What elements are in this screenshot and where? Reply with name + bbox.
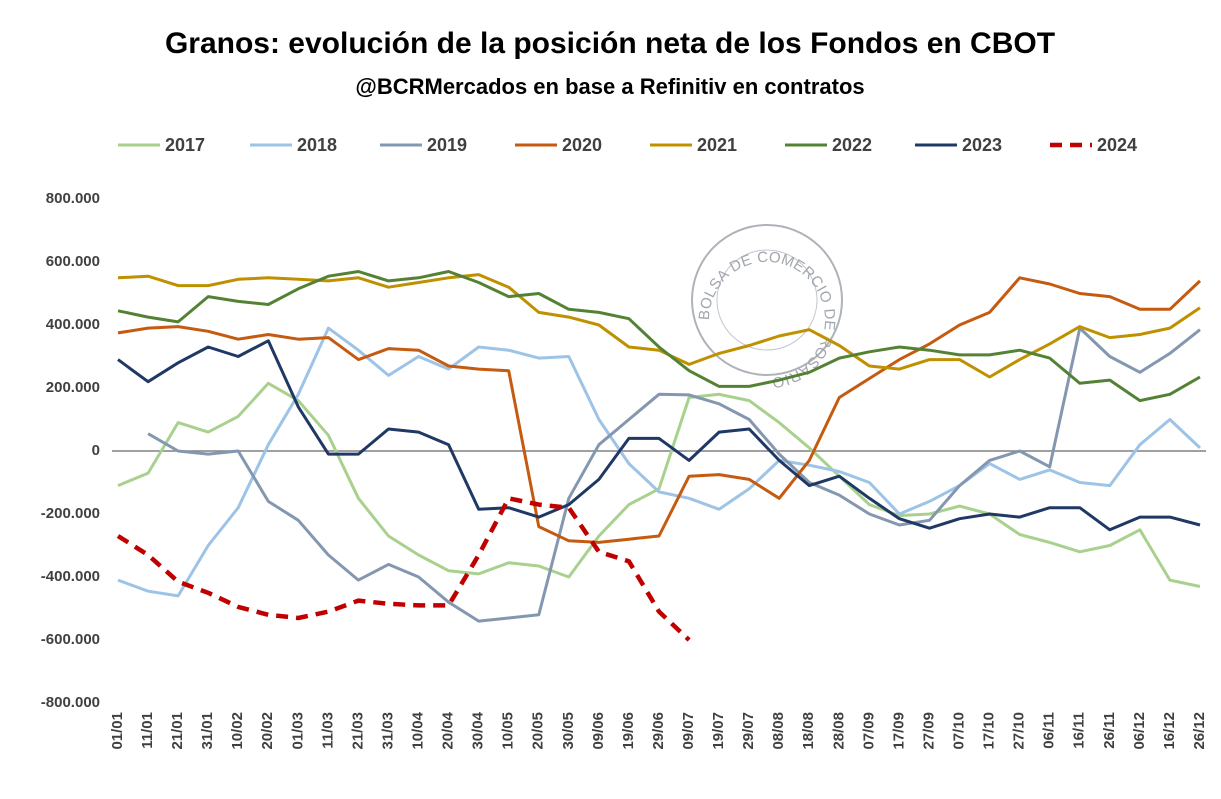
series-line — [117, 270, 1201, 403]
x-tick-label: 29/06 — [650, 712, 667, 750]
x-tick-label: 20/04 — [440, 711, 457, 749]
x-tick-label: 10/04 — [410, 711, 427, 749]
legend-label: 2017 — [165, 135, 205, 155]
x-tick-label: 10/02 — [229, 712, 246, 750]
x-tick-label: 08/08 — [770, 712, 787, 750]
x-tick-label: 18/08 — [800, 712, 817, 750]
x-tick-label: 10/05 — [500, 712, 517, 750]
x-tick-label: 20/02 — [259, 712, 276, 750]
chart-title: Granos: evolución de la posición neta de… — [165, 27, 1055, 60]
x-tick-label: 06/11 — [1041, 712, 1058, 749]
series-line — [117, 276, 1202, 544]
legend-label: 2023 — [962, 135, 1002, 155]
x-tick-label: 30/05 — [560, 712, 577, 750]
legend-label: 2024 — [1097, 135, 1137, 155]
x-tick-label: 09/06 — [590, 712, 607, 750]
series-line — [117, 273, 1201, 379]
y-tick-label: 600.000 — [46, 253, 100, 270]
x-tick-label: 21/03 — [349, 712, 366, 750]
x-tick-label: 16/12 — [1161, 712, 1178, 750]
x-tick-label: 31/03 — [379, 712, 396, 750]
x-tick-label: 26/12 — [1191, 712, 1208, 750]
series-line — [117, 381, 1201, 588]
x-tick-label: 19/07 — [710, 712, 727, 750]
x-tick-label: 01/03 — [289, 712, 306, 750]
y-tick-label: -200.000 — [41, 505, 100, 522]
x-tick-label: 30/04 — [470, 711, 487, 749]
x-tick-label: 19/06 — [620, 712, 637, 750]
y-tick-label: 800.000 — [46, 190, 100, 207]
x-tick-label: 31/01 — [199, 712, 216, 750]
legend-label: 2019 — [427, 135, 467, 155]
seal-inner — [716, 249, 818, 351]
y-tick-label: 400.000 — [46, 316, 100, 333]
legend-label: 2018 — [297, 135, 337, 155]
x-tick-label: 17/09 — [890, 712, 907, 750]
x-tick-label: 26/11 — [1101, 712, 1118, 749]
x-tick-label: 27/10 — [1011, 712, 1028, 750]
y-tick-label: -400.000 — [41, 568, 100, 585]
x-tick-label: 01/01 — [109, 712, 126, 750]
x-tick-label: 07/09 — [860, 712, 877, 750]
x-tick-label: 06/12 — [1131, 712, 1148, 750]
series-line — [117, 326, 1202, 598]
series-line — [117, 339, 1201, 532]
x-tick-label: 29/07 — [740, 712, 757, 750]
series-line — [147, 326, 1201, 623]
y-tick-label: 0 — [92, 442, 100, 459]
legend-label: 2022 — [832, 135, 872, 155]
seal-ring — [691, 224, 843, 376]
x-tick-label: 21/01 — [169, 712, 186, 750]
x-tick-label: 20/05 — [530, 712, 547, 750]
chart-subtitle: @BCRMercados en base a Refinitiv en cont… — [355, 74, 864, 99]
series-line — [116, 496, 691, 642]
y-tick-label: -600.000 — [41, 631, 100, 648]
x-tick-label: 28/08 — [830, 712, 847, 750]
x-tick-label: 16/11 — [1071, 712, 1088, 749]
x-tick-label: 11/03 — [319, 712, 336, 749]
x-tick-label: 11/01 — [139, 712, 156, 749]
y-tick-label: -800.000 — [41, 694, 100, 711]
legend-label: 2020 — [562, 135, 602, 155]
x-tick-label: 07/10 — [951, 712, 968, 750]
legend-label: 2021 — [697, 135, 737, 155]
y-tick-label: 200.000 — [46, 379, 100, 396]
x-tick-label: 17/10 — [981, 712, 998, 750]
x-tick-label: 09/07 — [680, 712, 697, 750]
x-tick-label: 27/09 — [920, 712, 937, 750]
